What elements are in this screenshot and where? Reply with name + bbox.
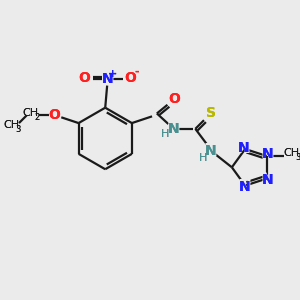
Text: N: N bbox=[237, 141, 249, 155]
Text: N: N bbox=[205, 144, 217, 158]
Text: CH: CH bbox=[284, 148, 300, 158]
Text: N: N bbox=[238, 180, 250, 194]
Text: +: + bbox=[108, 69, 118, 79]
Text: N: N bbox=[237, 178, 251, 196]
Text: O: O bbox=[78, 71, 90, 85]
Text: N: N bbox=[100, 70, 114, 88]
Text: 2: 2 bbox=[34, 113, 40, 122]
Text: O: O bbox=[168, 92, 180, 106]
Text: +: + bbox=[108, 69, 118, 79]
Text: -: - bbox=[135, 67, 139, 77]
Text: N: N bbox=[167, 122, 179, 136]
Text: N: N bbox=[237, 141, 249, 155]
Text: H: H bbox=[199, 153, 207, 163]
Text: N: N bbox=[262, 172, 273, 187]
Text: N: N bbox=[262, 147, 273, 161]
Text: H: H bbox=[161, 129, 170, 139]
Text: N: N bbox=[262, 147, 273, 161]
Text: 3: 3 bbox=[296, 153, 300, 162]
Text: H: H bbox=[161, 129, 170, 139]
Text: CH: CH bbox=[22, 107, 39, 118]
Text: S: S bbox=[206, 106, 216, 121]
Text: 3: 3 bbox=[15, 125, 21, 134]
Text: O: O bbox=[124, 71, 136, 85]
Text: O: O bbox=[49, 108, 61, 122]
Text: S: S bbox=[205, 104, 217, 122]
Text: -: - bbox=[135, 67, 139, 77]
Text: O: O bbox=[123, 69, 137, 87]
Text: O: O bbox=[47, 106, 62, 124]
Text: CH: CH bbox=[22, 107, 39, 118]
Text: N: N bbox=[204, 142, 218, 160]
Text: O: O bbox=[78, 71, 90, 85]
Text: N: N bbox=[167, 122, 179, 136]
Text: O: O bbox=[168, 92, 180, 106]
Text: H: H bbox=[199, 153, 207, 163]
Text: N: N bbox=[262, 172, 273, 187]
Text: N: N bbox=[261, 145, 274, 163]
Text: N: N bbox=[101, 72, 113, 86]
Text: CH: CH bbox=[3, 120, 19, 130]
Text: N: N bbox=[261, 171, 274, 189]
Text: N: N bbox=[236, 139, 250, 157]
Text: N: N bbox=[238, 180, 250, 194]
Text: N: N bbox=[205, 144, 217, 158]
Text: CH: CH bbox=[284, 148, 300, 158]
Text: O: O bbox=[167, 90, 181, 108]
Text: N: N bbox=[166, 120, 180, 138]
Text: CH: CH bbox=[3, 120, 19, 130]
Text: O: O bbox=[77, 69, 91, 87]
Text: S: S bbox=[206, 106, 216, 121]
Text: 3: 3 bbox=[296, 153, 300, 162]
Text: O: O bbox=[49, 108, 61, 122]
Text: N: N bbox=[101, 72, 113, 86]
Text: 3: 3 bbox=[15, 125, 21, 134]
Text: 2: 2 bbox=[34, 113, 40, 122]
Text: O: O bbox=[124, 71, 136, 85]
